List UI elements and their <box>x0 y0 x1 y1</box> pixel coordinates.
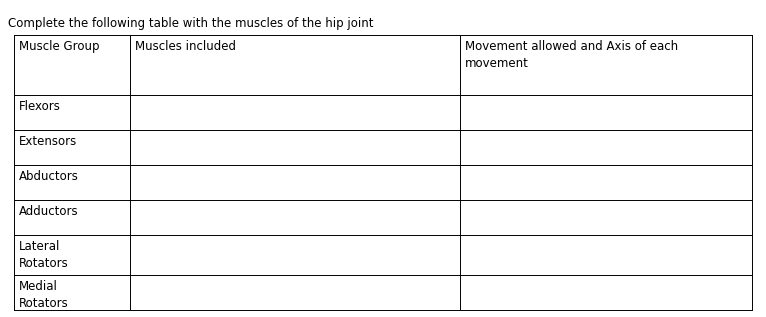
Text: Extensors: Extensors <box>19 135 77 148</box>
Text: Complete the following table with the muscles of the hip joint: Complete the following table with the mu… <box>8 17 374 30</box>
Text: Flexors: Flexors <box>19 100 61 113</box>
Text: Abductors: Abductors <box>19 170 79 183</box>
Text: Muscle Group: Muscle Group <box>19 40 100 53</box>
Text: Lateral
Rotators: Lateral Rotators <box>19 240 69 270</box>
Text: Medial
Rotators: Medial Rotators <box>19 280 69 310</box>
Text: Adductors: Adductors <box>19 205 79 218</box>
Text: Muscles included: Muscles included <box>135 40 236 53</box>
Text: Movement allowed and Axis of each
movement: Movement allowed and Axis of each moveme… <box>465 40 678 70</box>
